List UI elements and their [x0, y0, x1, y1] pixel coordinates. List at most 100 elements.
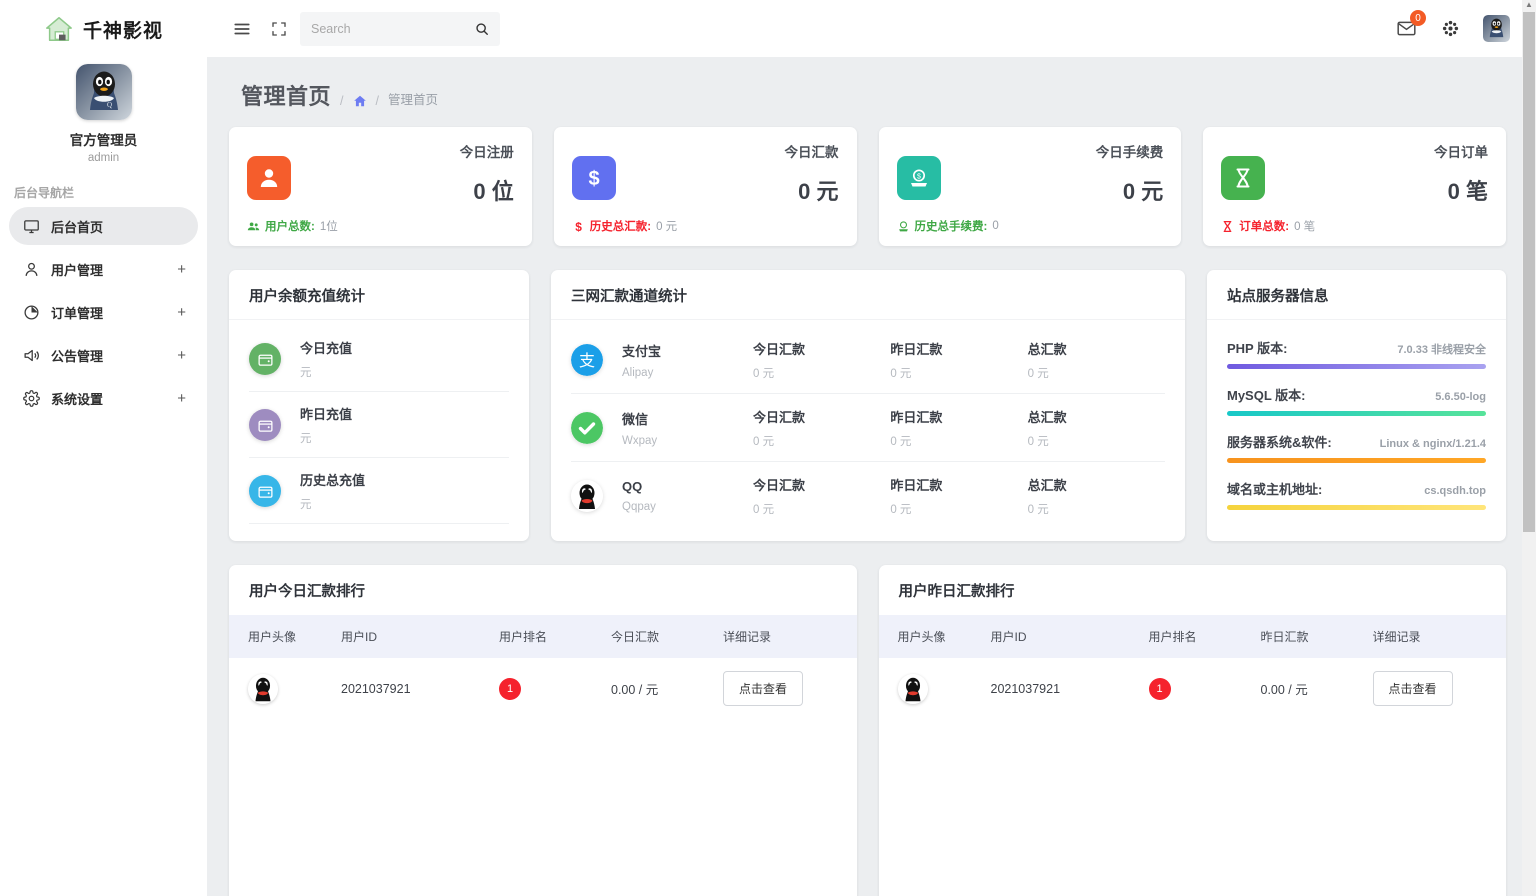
stat-card-orders: 今日订单 0 笔 订单总数: 0 笔: [1203, 127, 1506, 246]
server-info-bar: [1227, 458, 1486, 463]
sidebar-item-announcement-management[interactable]: 公告管理 +: [9, 336, 198, 374]
channel-code: Wxpay: [622, 435, 658, 447]
balance-row: 今日充值 元: [249, 326, 509, 392]
stat-footer: 历史总手续费: 0: [897, 218, 1164, 234]
server-info-value: cs.qsdh.top: [1424, 485, 1486, 497]
channel-total-label: 总汇款: [1027, 478, 1067, 493]
column-header: 昨日汇款: [1260, 630, 1309, 644]
search-input[interactable]: [311, 21, 475, 36]
channel-name: 微信: [622, 412, 649, 427]
scroll-up-arrow[interactable]: ▲: [1525, 0, 1533, 9]
balance-recharge-panel: 用户余额充值统计 今日充值 元: [229, 270, 529, 541]
stat-foot-label: 订单总数:: [1239, 221, 1290, 233]
view-detail-button[interactable]: 点击查看: [1372, 671, 1453, 706]
qq-penguin-avatar[interactable]: Q: [75, 64, 132, 120]
sidebar-item-dashboard[interactable]: 后台首页: [9, 207, 198, 245]
column-header: 用户排名: [1148, 630, 1197, 644]
home-icon[interactable]: [353, 94, 367, 111]
sidebar-item-order-management[interactable]: 订单管理 +: [9, 293, 198, 331]
sidebar-item-system-settings[interactable]: 系统设置 +: [9, 379, 198, 417]
expand-indicator[interactable]: +: [177, 260, 186, 278]
fullscreen-icon[interactable]: [266, 16, 292, 42]
channel-today-value: 0 元: [753, 436, 775, 448]
panel-title: 用户昨日汇款排行: [898, 584, 1015, 600]
expand-indicator[interactable]: +: [177, 346, 186, 364]
hourglass-icon: [1221, 220, 1234, 233]
wallet-icon: [249, 409, 281, 441]
brand[interactable]: 千神影视: [0, 0, 207, 58]
balance-value: 元: [300, 367, 312, 379]
channel-name: 支付宝: [622, 344, 662, 359]
qq-penguin-avatar[interactable]: [1483, 15, 1510, 42]
today-remittance-rank-panel: 用户今日汇款排行 用户头像 用户ID 用户排名 今日汇款 详细记录: [229, 565, 857, 896]
sidebar-item-user-management[interactable]: 用户管理 +: [9, 250, 198, 288]
cell-user-id: 2021037921: [990, 681, 1061, 696]
search-icon[interactable]: [475, 22, 489, 36]
stat-footer: $ 历史总汇款: 0 元: [572, 218, 839, 234]
svg-text:支: 支: [579, 351, 595, 370]
channel-total-value: 0 元: [1027, 368, 1049, 380]
profile: Q 官方管理员 admin: [0, 58, 207, 164]
user-icon: [22, 260, 40, 278]
balance-label: 昨日充值: [300, 407, 353, 422]
expand-indicator[interactable]: +: [177, 389, 186, 407]
stat-card-remittance: $ 今日汇款 0 元 $ 历史总汇款: 0 元: [553, 127, 857, 246]
table-header-row: 用户头像 用户ID 用户排名 昨日汇款 详细记录: [878, 615, 1506, 658]
messages-button[interactable]: 0: [1396, 10, 1426, 39]
channel-today-value: 0 元: [753, 368, 775, 380]
page-header: 管理首页 / / 管理首页: [207, 57, 1536, 127]
qq-penguin-icon: [571, 480, 603, 512]
svg-text:$: $: [588, 168, 599, 190]
hamburger-icon[interactable]: [229, 16, 255, 42]
stat-foot-value: 0 笔: [1294, 221, 1316, 233]
cell-rank: 1: [499, 658, 611, 719]
channel-row-wxpay: 微信 Wxpay 今日汇款 0 元 昨日汇款 0 元: [571, 393, 1165, 461]
vertical-scrollbar[interactable]: ▲: [1522, 0, 1536, 896]
table-empty-space: [879, 719, 1507, 896]
server-info-row: 域名或主机地址: cs.qsdh.top: [1227, 471, 1486, 510]
asterisk-icon[interactable]: [1437, 16, 1463, 42]
sidebar: 千神影视 Q 官方管理员 admin 后台导航栏: [0, 0, 207, 896]
stat-card-registrations: 今日注册 0 位 用户总数: 1位: [229, 127, 532, 246]
server-info-row: 服务器系统&软件: Linux & nginx/1.21.4: [1227, 424, 1486, 463]
channel-code: Alipay: [622, 367, 654, 379]
view-detail-button[interactable]: 点击查看: [723, 671, 804, 706]
megaphone-icon: [22, 346, 40, 364]
balance-label: 历史总充值: [300, 473, 366, 488]
sidebar-item-label: 系统设置: [51, 391, 104, 407]
search-box[interactable]: [300, 11, 500, 46]
stat-value: 0 位: [473, 179, 514, 204]
server-info-bar: [1227, 411, 1486, 416]
channel-yesterday-value: 0 元: [890, 504, 912, 516]
gear-icon: [22, 389, 40, 407]
page-title: 管理首页: [241, 84, 332, 109]
wallet-icon: [249, 475, 281, 507]
profile-username: admin: [87, 152, 120, 164]
stat-foot-value: 1位: [319, 221, 338, 233]
stat-footer: 订单总数: 0 笔: [1221, 218, 1488, 234]
server-info-bar: [1227, 364, 1486, 369]
breadcrumb-current: 管理首页: [387, 93, 438, 107]
stat-foot-value: 0 元: [656, 221, 678, 233]
column-header: 用户头像: [897, 630, 946, 644]
expand-indicator[interactable]: +: [177, 303, 186, 321]
server-info-value: 7.0.33 非线程安全: [1397, 344, 1486, 356]
scrollbar-thumb[interactable]: [1523, 12, 1535, 532]
server-info-panel: 站点服务器信息 PHP 版本: 7.0.33 非线程安全 My: [1207, 270, 1506, 541]
panel-header: 用户昨日汇款排行: [879, 565, 1507, 615]
today-rank-table: 用户头像 用户ID 用户排名 今日汇款 详细记录: [229, 615, 857, 719]
stat-title: 今日手续费: [1095, 145, 1164, 160]
svg-text:$: $: [575, 220, 582, 233]
nav-list: 后台首页 用户管理 + 订单管理 + 公告管理 +: [0, 207, 207, 422]
table-empty-space: [229, 719, 857, 896]
channel-yesterday-label: 昨日汇款: [890, 410, 943, 425]
breadcrumb-separator: /: [375, 94, 379, 108]
channel-total-label: 总汇款: [1027, 342, 1067, 357]
user-solid-icon: [247, 156, 291, 200]
stat-value: 0 笔: [1447, 179, 1488, 204]
main-region: 0: [207, 0, 1536, 896]
panel-header: 用户今日汇款排行: [229, 565, 857, 615]
channel-yesterday-value: 0 元: [890, 436, 912, 448]
rank-badge: 1: [499, 677, 521, 700]
messages-badge: 0: [1410, 10, 1426, 26]
